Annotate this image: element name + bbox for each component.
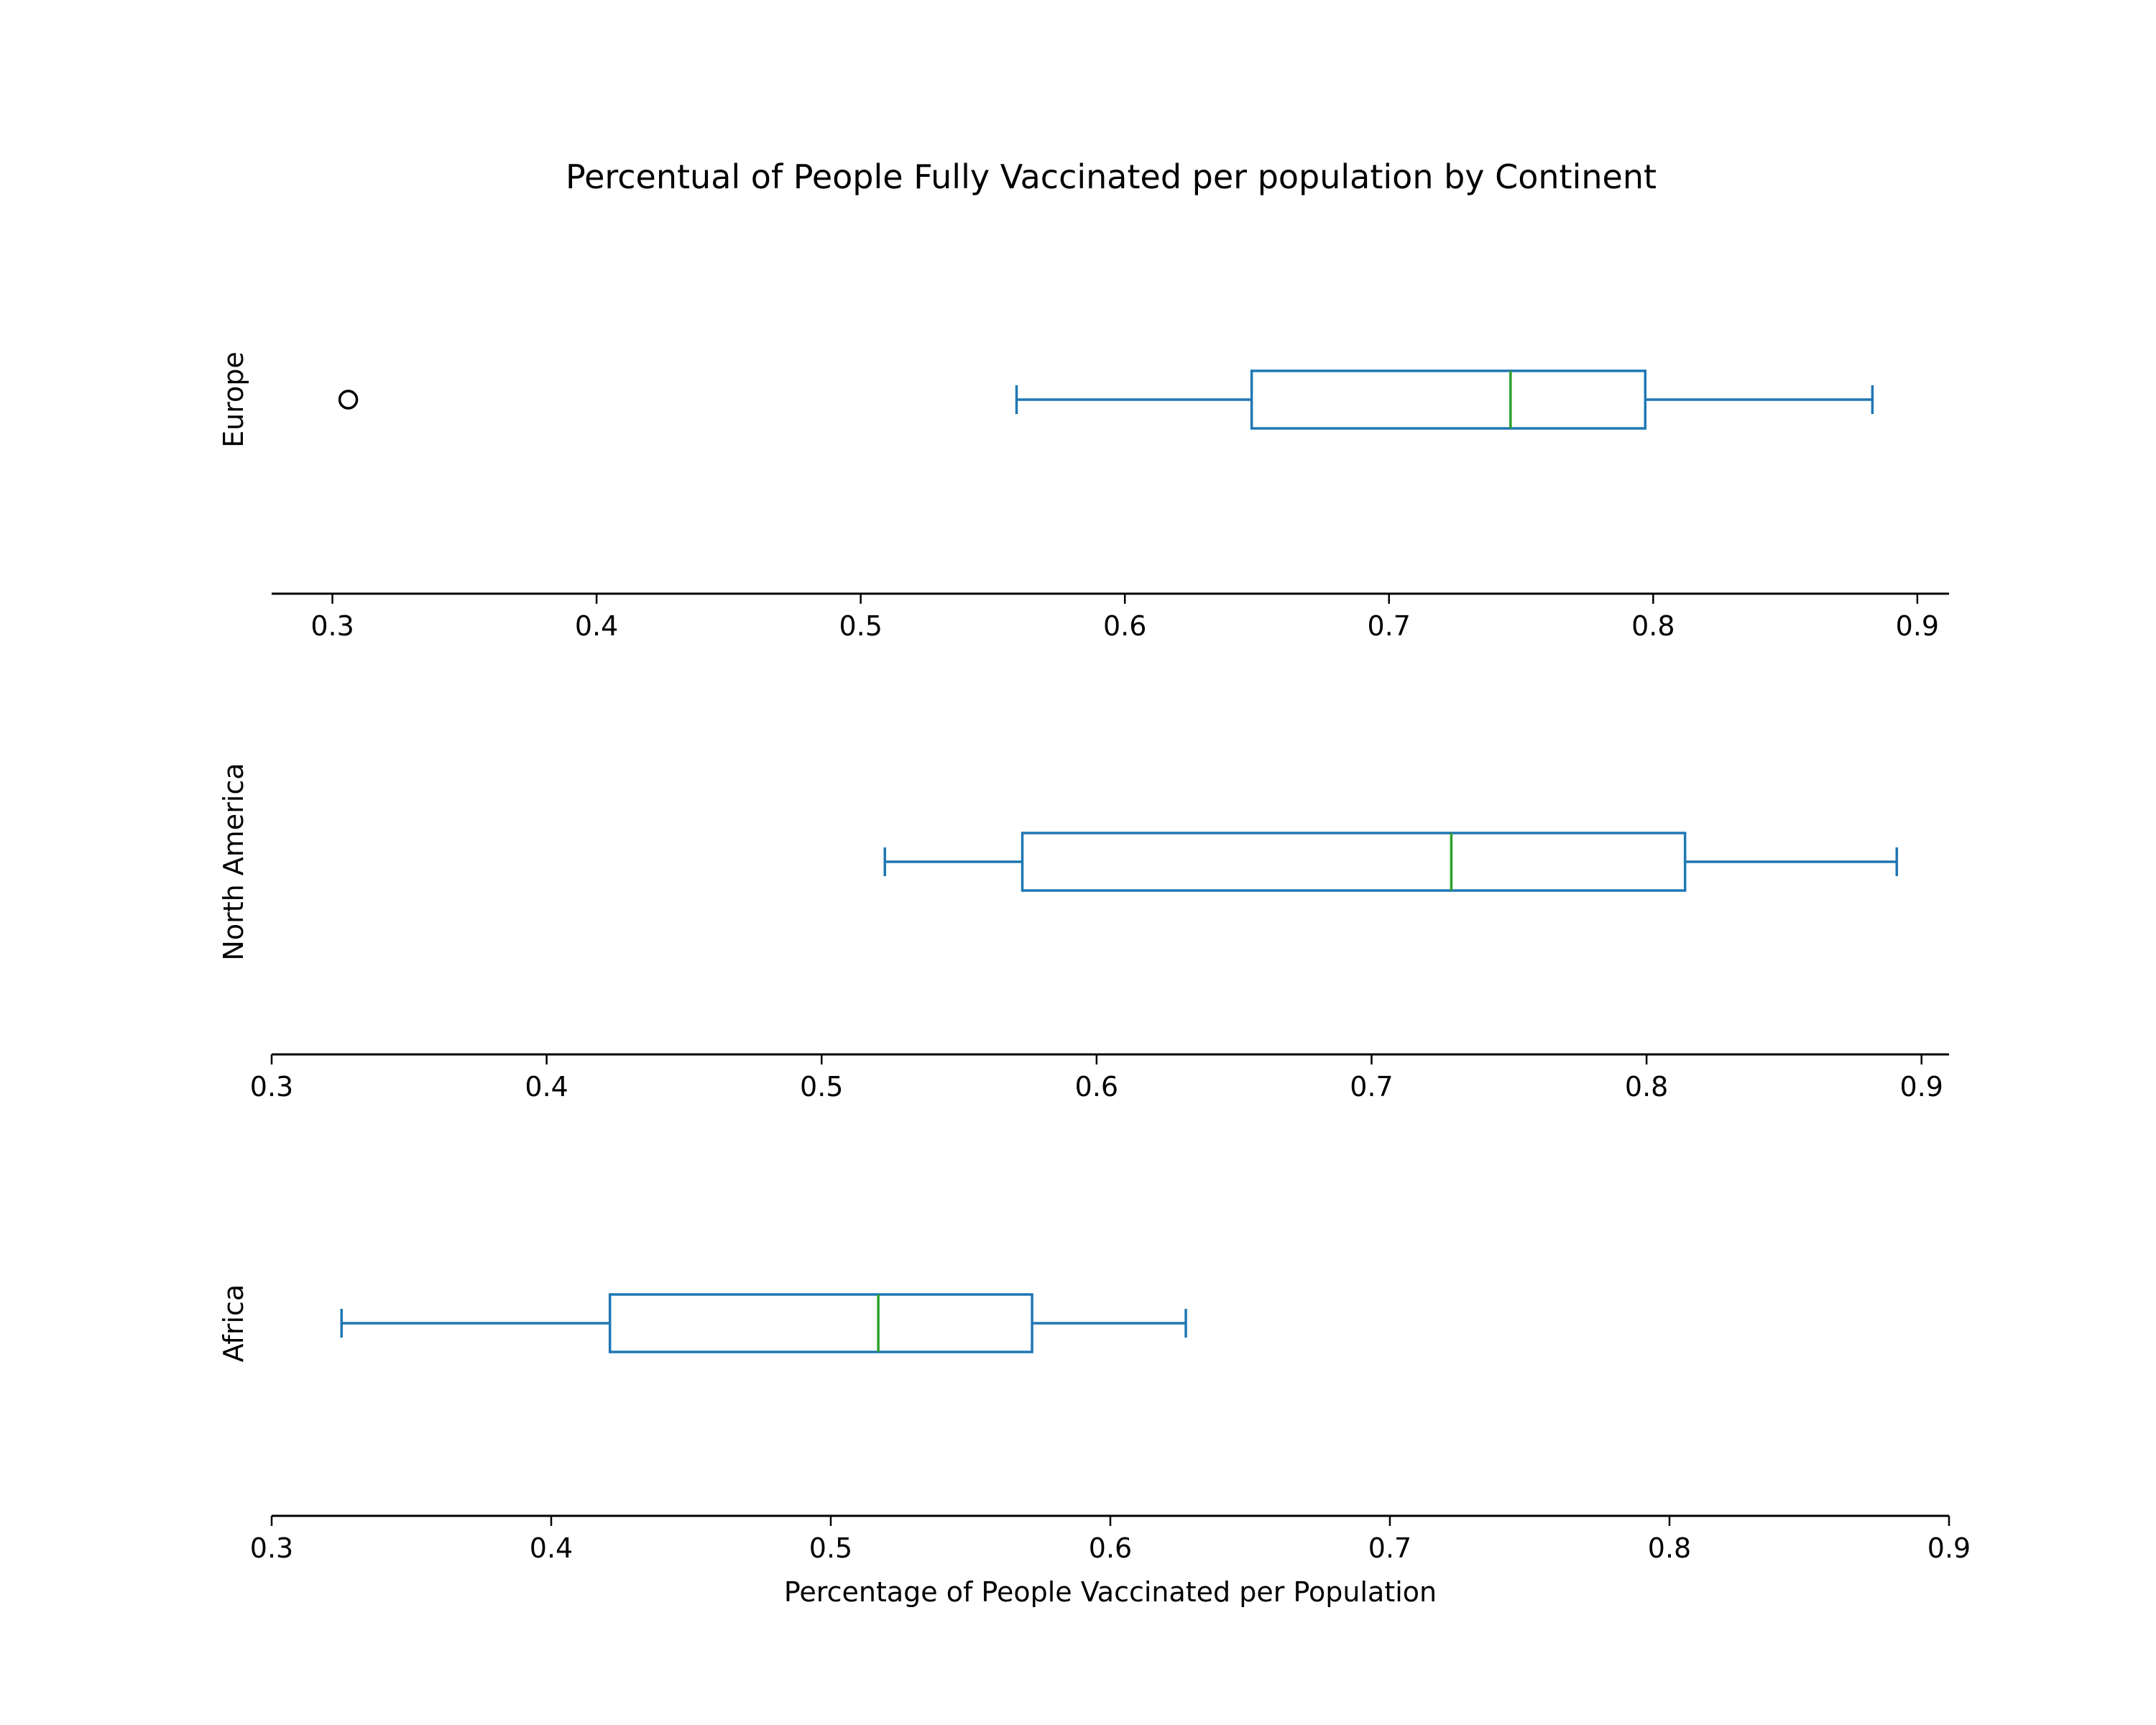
outlier-point xyxy=(338,390,359,410)
x-tick-label: 0.8 xyxy=(1625,1071,1668,1103)
x-tick-label: 0.7 xyxy=(1368,1532,1411,1564)
panel-africa: 0.3 0.4 0.5 0.6 0.7 0.8 0.9 Africa xyxy=(218,1284,1971,1564)
x-tick-label: 0.6 xyxy=(1075,1071,1118,1103)
chart-title: Percentual of People Fully Vaccinated pe… xyxy=(566,157,1657,196)
x-tick-label: 0.5 xyxy=(839,610,882,642)
box-iqr xyxy=(1021,832,1687,892)
x-tick-label: 0.5 xyxy=(800,1071,843,1103)
y-axis-label-north-america: North America xyxy=(218,763,249,960)
x-tick-label: 0.4 xyxy=(530,1532,573,1564)
panel-europe: 0.3 0.4 0.5 0.6 0.7 0.8 0.9 Europe xyxy=(218,351,1949,642)
x-tick-label: 0.3 xyxy=(250,1532,293,1564)
x-tick-label: 0.3 xyxy=(310,610,354,642)
x-tick-label: 0.3 xyxy=(250,1071,293,1103)
x-tick-label: 0.9 xyxy=(1927,1532,1971,1564)
x-tick-label: 0.7 xyxy=(1350,1071,1393,1103)
x-tick-label: 0.7 xyxy=(1368,610,1411,642)
x-tick-label: 0.8 xyxy=(1648,1532,1691,1564)
x-tick-label: 0.6 xyxy=(1089,1532,1132,1564)
x-tick-label: 0.9 xyxy=(1900,1071,1943,1103)
x-tick-label: 0.9 xyxy=(1896,610,1939,642)
x-tick-label: 0.4 xyxy=(575,610,618,642)
box-iqr xyxy=(608,1293,1033,1353)
x-tick-label: 0.4 xyxy=(525,1071,568,1103)
y-axis-label-europe: Europe xyxy=(218,351,249,448)
x-tick-label: 0.5 xyxy=(809,1532,852,1564)
x-tick-label: 0.8 xyxy=(1631,610,1674,642)
panel-north-america: 0.3 0.4 0.5 0.6 0.7 0.8 0.9 North America xyxy=(218,763,1949,1103)
y-axis-label-africa: Africa xyxy=(218,1284,249,1362)
x-axis-label: Percentage of People Vaccinated per Popu… xyxy=(784,1576,1437,1608)
x-tick-label: 0.6 xyxy=(1103,610,1146,642)
box-iqr xyxy=(1250,369,1647,430)
